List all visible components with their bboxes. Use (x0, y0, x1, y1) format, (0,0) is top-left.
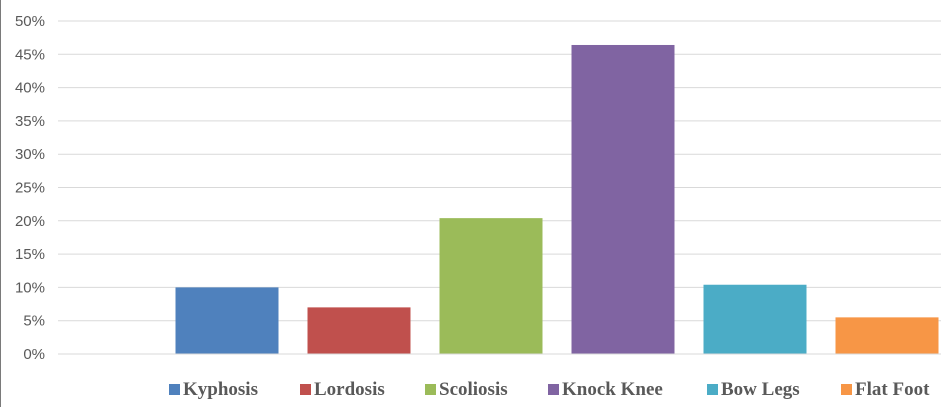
y-tick-label: 50% (15, 13, 45, 30)
legend-swatch-knock-knee (548, 384, 559, 395)
legend-swatch-scoliosis (425, 384, 436, 395)
y-tick-label: 0% (23, 346, 45, 363)
bar-scoliosis (439, 218, 543, 354)
legend-swatch-kyphosis (169, 384, 180, 395)
legend: Kyphosis Lordosis Scoliosis Knock Knee Bow L… (169, 379, 930, 400)
legend-label-lordosis: Lordosis (314, 379, 385, 400)
y-axis-tick-labels: 0% 5% 10% 15% 20% 25% 30% 35% 40% 45% 50% (15, 13, 45, 363)
legend-swatch-flat-foot (841, 384, 852, 395)
legend-label-flat-foot: Flat Foot (855, 379, 930, 400)
legend-swatch-lordosis (300, 384, 311, 395)
legend-label-bow-legs: Bow Legs (721, 379, 800, 400)
y-tick-label: 40% (15, 80, 45, 97)
y-tick-label: 20% (15, 213, 45, 230)
bar-knock-knee (571, 44, 675, 354)
y-tick-label: 15% (15, 246, 45, 263)
legend-swatch-bow-legs (707, 384, 718, 395)
y-tick-label: 10% (15, 279, 45, 296)
legend-label-kyphosis: Kyphosis (183, 379, 258, 400)
bar-lordosis (307, 307, 411, 354)
legend-label-knock-knee: Knock Knee (562, 379, 663, 400)
y-tick-label: 45% (15, 46, 45, 63)
y-tick-label: 5% (23, 313, 45, 330)
legend-label-scoliosis: Scoliosis (439, 379, 508, 400)
bar-kyphosis (175, 287, 279, 354)
bar-flat-foot (835, 317, 939, 354)
y-tick-label: 35% (15, 113, 45, 130)
bars (175, 44, 939, 354)
y-tick-label: 30% (15, 146, 45, 163)
bar-bow-legs (703, 284, 807, 354)
y-tick-label: 25% (15, 180, 45, 197)
